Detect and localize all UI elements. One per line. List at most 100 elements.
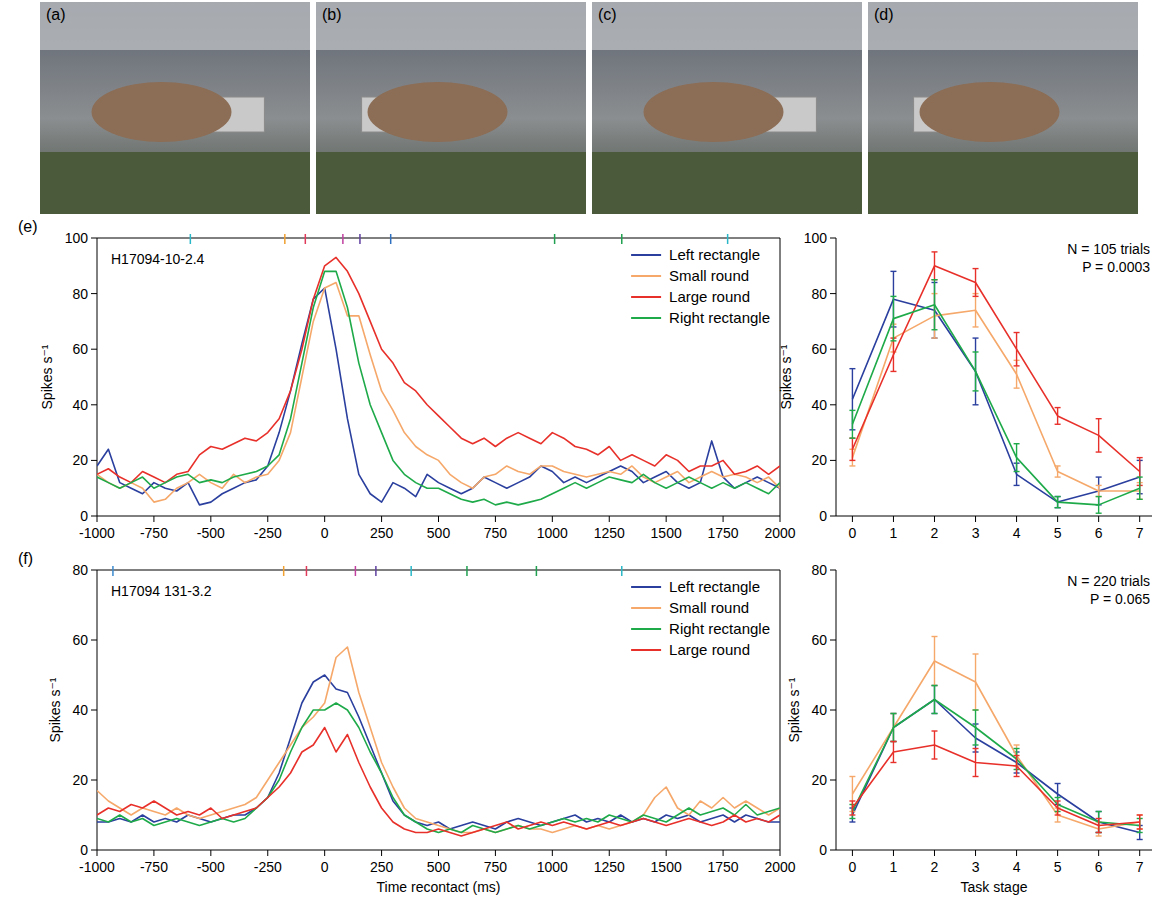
x-tick-label: 2 bbox=[931, 859, 939, 875]
photo-panel: (d) bbox=[868, 2, 1138, 214]
error-bar-cap bbox=[849, 410, 855, 411]
x-tick-label: 1000 bbox=[537, 859, 568, 875]
error-bar-cap bbox=[1096, 485, 1102, 486]
event-marker bbox=[390, 234, 392, 244]
x-tick bbox=[1139, 850, 1140, 856]
error-bar bbox=[931, 731, 937, 759]
x-tick bbox=[381, 850, 382, 856]
error-bar-cap bbox=[849, 818, 855, 819]
error-bar bbox=[1137, 477, 1143, 499]
series-line bbox=[852, 305, 1139, 505]
error-bar bbox=[1014, 444, 1020, 472]
annotation: P = 0.0003 bbox=[1082, 259, 1150, 275]
error-bar-cap bbox=[1055, 407, 1061, 408]
y-tick-label: 0 bbox=[80, 842, 88, 858]
y-tick-label: 20 bbox=[811, 452, 827, 468]
event-marker bbox=[306, 566, 308, 576]
error-bar-stem bbox=[1139, 815, 1140, 829]
y-tick bbox=[91, 516, 97, 517]
x-tick-label: 1750 bbox=[708, 525, 739, 541]
error-bar bbox=[973, 338, 979, 405]
error-bar-cap bbox=[1055, 821, 1061, 822]
annotation: N = 220 trials bbox=[1067, 573, 1150, 589]
error-bar bbox=[890, 296, 896, 340]
photo-hand bbox=[920, 82, 1060, 142]
error-bar-stem bbox=[1098, 819, 1099, 833]
figure: (a)(b)(c)(d)-1000-750-500-25002505007501… bbox=[0, 0, 1176, 906]
error-bar-cap bbox=[1055, 465, 1061, 466]
y-tick-label: 20 bbox=[72, 452, 88, 468]
error-bar bbox=[931, 686, 937, 714]
y-axis-title: Spikes s⁻¹ bbox=[778, 344, 794, 409]
error-bar-cap bbox=[1055, 496, 1061, 497]
error-bar-cap bbox=[1055, 507, 1061, 508]
error-bar bbox=[1055, 466, 1061, 477]
x-tick bbox=[1057, 850, 1058, 856]
error-bar-cap bbox=[1055, 424, 1061, 425]
y-tick bbox=[830, 349, 836, 350]
x-tick-label: 1250 bbox=[594, 859, 625, 875]
x-tick bbox=[1057, 516, 1058, 522]
error-bar bbox=[849, 410, 855, 438]
photo-plexiglass bbox=[868, 2, 1138, 50]
legend-swatch bbox=[631, 628, 661, 630]
y-tick bbox=[91, 640, 97, 641]
error-bar-stem bbox=[934, 252, 935, 280]
y-tick-label: 20 bbox=[811, 772, 827, 788]
error-bar-cap bbox=[931, 279, 937, 280]
event-marker bbox=[284, 234, 286, 244]
error-bar-cap bbox=[1096, 513, 1102, 514]
x-tick-label: 1500 bbox=[651, 859, 682, 875]
x-tick bbox=[324, 850, 325, 856]
y-tick-label: 40 bbox=[72, 702, 88, 718]
error-bar-cap bbox=[1137, 457, 1143, 458]
event-marker bbox=[305, 234, 307, 244]
y-tick-label: 60 bbox=[72, 632, 88, 648]
error-bar-cap bbox=[931, 329, 937, 330]
x-tick bbox=[495, 516, 496, 522]
y-tick-label: 80 bbox=[72, 562, 88, 578]
error-bar-cap bbox=[890, 371, 896, 372]
x-tick-label: 6 bbox=[1095, 525, 1103, 541]
y-tick bbox=[830, 570, 836, 571]
x-tick bbox=[1016, 850, 1017, 856]
x-tick bbox=[324, 516, 325, 522]
error-bar-stem bbox=[1057, 466, 1058, 477]
x-tick-label: -250 bbox=[254, 859, 282, 875]
x-tick bbox=[1098, 850, 1099, 856]
error-bar-cap bbox=[1096, 496, 1102, 497]
error-bar-stem bbox=[934, 686, 935, 714]
error-bar-cap bbox=[1014, 744, 1020, 745]
photo-panel: (c) bbox=[592, 2, 862, 214]
error-bar-stem bbox=[934, 637, 935, 686]
legend: Left rectangleSmall roundRight rectangle… bbox=[631, 578, 770, 658]
y-tick bbox=[91, 349, 97, 350]
y-tick bbox=[91, 780, 97, 781]
series-line bbox=[97, 271, 780, 505]
error-bar-cap bbox=[1137, 476, 1143, 477]
error-bar-stem bbox=[975, 338, 976, 405]
error-bar-stem bbox=[934, 731, 935, 759]
error-bar-stem bbox=[975, 352, 976, 391]
x-tick-label: 5 bbox=[1054, 859, 1062, 875]
legend-label: Large round bbox=[669, 288, 750, 305]
error-bar-cap bbox=[1137, 499, 1143, 500]
error-bar-stem bbox=[1057, 497, 1058, 508]
error-bar-cap bbox=[1014, 387, 1020, 388]
y-tick-label: 40 bbox=[72, 397, 88, 413]
x-tick bbox=[438, 850, 439, 856]
photo-table bbox=[316, 152, 586, 214]
y-axis-title: Spikes s⁻¹ bbox=[39, 344, 55, 409]
x-tick-label: 7 bbox=[1136, 525, 1144, 541]
x-tick bbox=[267, 516, 268, 522]
event-marker bbox=[621, 566, 623, 576]
x-tick bbox=[1139, 516, 1140, 522]
error-bar bbox=[890, 338, 896, 371]
error-bar-stem bbox=[975, 654, 976, 710]
error-bar bbox=[1096, 485, 1102, 496]
error-bar-cap bbox=[890, 296, 896, 297]
annotation: H17094-10-2.4 bbox=[111, 251, 205, 267]
event-marker bbox=[554, 234, 556, 244]
legend-label: Small round bbox=[669, 267, 749, 284]
error-bar-cap bbox=[1055, 507, 1061, 508]
